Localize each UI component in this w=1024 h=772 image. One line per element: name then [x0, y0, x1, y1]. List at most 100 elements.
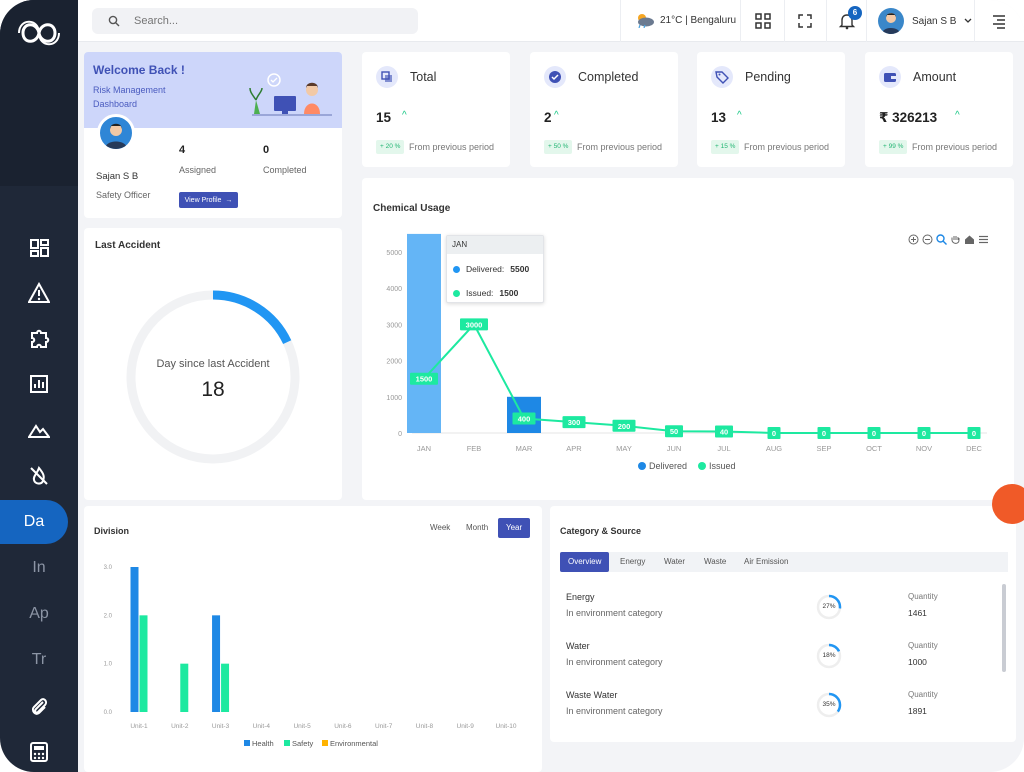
tooltip-issued-label: Issued: [466, 288, 494, 298]
toggle-week[interactable]: Week [430, 523, 451, 532]
stat-card-total: Total 15 ^ + 20 % From previous period [362, 52, 510, 167]
zoom-in-icon[interactable] [908, 234, 919, 245]
gauge-percent: 35% [822, 701, 836, 708]
legend-environmental[interactable]: Environmental [330, 739, 378, 748]
y-tick-label: 2000 [386, 359, 402, 366]
tab-energy[interactable]: Energy [620, 557, 646, 566]
stat-title: Total [410, 70, 437, 84]
bar-delivered[interactable] [407, 233, 441, 433]
data-label: 0 [972, 429, 976, 438]
tab-air-emission[interactable]: Air Emission [744, 557, 789, 566]
fullscreen-icon[interactable] [796, 12, 814, 30]
menu-toggle-icon[interactable] [990, 12, 1008, 30]
y-tick-label: 2.0 [104, 613, 113, 619]
sidebar-item-ap[interactable]: Ap [0, 592, 78, 636]
stat-card-amount: Amount ₹ 326213 ^ + 99 % From previous perio… [865, 52, 1013, 167]
tab-waste[interactable]: Waste [704, 557, 727, 566]
search-input[interactable] [134, 15, 394, 27]
sidebar-item-calculator[interactable] [0, 730, 78, 772]
view-profile-label: View Profile [184, 196, 222, 204]
user-avatar-image [882, 13, 900, 34]
pan-hand-icon[interactable] [950, 234, 961, 245]
percent-gauge [816, 692, 842, 718]
percent-gauge [816, 594, 842, 620]
completed-count: 0 [263, 144, 270, 156]
profile-role: Safety Officer [96, 190, 151, 200]
x-tick-label: MAR [516, 444, 533, 453]
data-label-box [967, 427, 981, 439]
chart-menu-icon[interactable] [978, 234, 989, 245]
item-name: Water [566, 641, 590, 651]
arrow-right-icon: → [225, 196, 233, 204]
zoom-out-icon[interactable] [922, 234, 933, 245]
zoom-select-icon[interactable] [936, 234, 947, 245]
data-label: 0 [772, 429, 776, 438]
sidebar-item-no-fire[interactable] [0, 454, 78, 498]
no-fire-icon [30, 465, 48, 485]
x-tick-label: SEP [816, 444, 831, 453]
sidebar-item-in[interactable]: In [0, 546, 78, 590]
sidebar-item-tr[interactable]: Tr [0, 638, 78, 682]
legend-delivered[interactable]: Delivered [649, 461, 687, 471]
x-tick-label: Unit-6 [334, 723, 352, 730]
view-profile-button[interactable]: View Profile → [179, 192, 238, 208]
tooltip-issued-value: 1500 [499, 288, 519, 298]
toggle-year[interactable]: Year [498, 518, 531, 538]
warning-icon [28, 282, 50, 303]
logo-icon[interactable] [17, 16, 61, 50]
sidebar-item-dashboard[interactable] [0, 226, 78, 270]
x-tick-label: Unit-9 [457, 723, 475, 730]
x-tick-label: JUL [717, 444, 730, 453]
toggle-month[interactable]: Month [466, 523, 489, 532]
floating-action-button[interactable] [992, 484, 1024, 524]
sidebar-item-mountain[interactable] [0, 408, 78, 452]
scrollbar[interactable] [1002, 584, 1006, 672]
quantity-label: Quantity [908, 592, 938, 601]
welcome-card: Welcome Back ! Risk Management Dashboard… [84, 52, 342, 218]
assigned-count: 4 [179, 144, 186, 156]
tooltip-delivered: Delivered: 5500 [453, 264, 529, 274]
sidebar-item-label: Ap [29, 605, 49, 622]
legend-health[interactable]: Health [252, 739, 274, 748]
bar-safety[interactable] [221, 663, 230, 712]
tab-overview[interactable]: Overview [560, 552, 610, 572]
data-label: 400 [518, 415, 531, 424]
x-tick-label: FEB [467, 444, 482, 453]
user-menu[interactable]: Sajan S B [878, 8, 972, 34]
data-label-box [612, 419, 636, 432]
sidebar-item-paperclip[interactable] [0, 684, 78, 728]
sidebar-item-puzzle[interactable] [0, 317, 78, 361]
x-tick-label: Unit-4 [253, 723, 271, 730]
accident-caption: Day since last Accident [156, 358, 270, 370]
bar-safety[interactable] [180, 663, 189, 712]
gauge-percent: 18% [822, 652, 836, 659]
bar-health[interactable] [130, 567, 139, 712]
bell-icon[interactable] [838, 12, 856, 30]
tab-water[interactable]: Water [664, 557, 686, 566]
gauge-arc [816, 643, 842, 669]
reset-home-icon[interactable] [964, 234, 975, 245]
sidebar-item-report-chart[interactable] [0, 362, 78, 406]
accident-days: 18 [201, 378, 225, 401]
apps-grid-icon[interactable] [754, 12, 772, 30]
sidebar-item-warning[interactable] [0, 271, 78, 315]
layers-icon [381, 71, 392, 82]
sidebar-item-da[interactable]: Da [0, 500, 68, 544]
bar-safety[interactable] [139, 615, 148, 712]
x-tick-label: NOV [916, 444, 932, 453]
y-tick-label: 1000 [386, 395, 402, 402]
search-box[interactable] [92, 8, 418, 34]
stat-value: 15 [376, 110, 392, 125]
gauge-arc [816, 692, 842, 718]
data-label-box [562, 416, 586, 429]
legend-issued[interactable]: Issued [709, 461, 736, 471]
profile-avatar-image [105, 123, 127, 149]
stat-from-text: From previous period [912, 142, 998, 152]
legend-safety[interactable]: Safety [292, 739, 314, 748]
stat-value: ₹ 326213 [879, 110, 938, 125]
trend-up-icon: ^ [402, 110, 407, 121]
percent-gauge [816, 643, 842, 669]
item-category: In environment category [566, 706, 663, 716]
bar-health[interactable] [212, 615, 221, 712]
stat-change-badge: + 20 % [376, 140, 405, 154]
